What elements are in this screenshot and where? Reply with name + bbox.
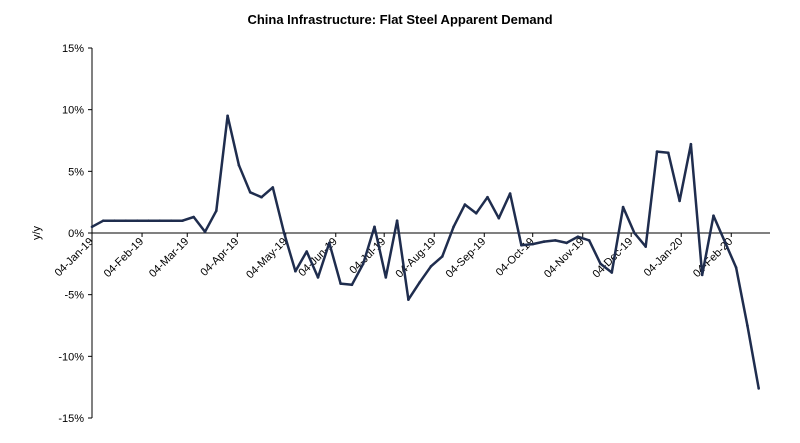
x-tick-label: 04-Sep-19 (444, 236, 489, 281)
data-point (316, 276, 320, 279)
data-point (135, 219, 139, 222)
data-point (486, 195, 489, 199)
data-point (215, 209, 218, 213)
data-point (565, 241, 568, 245)
data-point (441, 255, 444, 258)
data-point (655, 150, 659, 153)
series-group (90, 114, 760, 390)
data-point (203, 230, 207, 234)
chart-title: China Infrastructure: Flat Steel Apparen… (247, 12, 553, 27)
data-point (147, 219, 150, 222)
y-tick-label: -5% (64, 290, 84, 302)
data-point (452, 225, 455, 229)
data-point (384, 276, 388, 279)
x-tick-label: 04-Feb-19 (102, 236, 146, 280)
data-point (610, 271, 614, 274)
data-point (328, 241, 331, 245)
data-point (531, 242, 534, 246)
data-point (554, 239, 557, 242)
data-point (429, 265, 433, 268)
data-point (395, 219, 399, 222)
data-point (260, 195, 263, 199)
data-point (102, 219, 105, 222)
y-axis-ticks: 15% 10% 5% 0% -5% -10% -15% (58, 43, 92, 425)
data-point (169, 219, 173, 222)
data-point (373, 225, 376, 229)
data-point (621, 205, 625, 209)
x-tick-label: 04-Oct-19 (494, 236, 537, 279)
y-tick-label: 5% (68, 166, 84, 178)
data-point (463, 203, 467, 206)
data-point (248, 191, 252, 194)
y-axis-title: y/y (31, 225, 43, 240)
data-point (587, 239, 591, 242)
data-point (271, 186, 275, 189)
data-point (305, 250, 309, 253)
data-point (237, 163, 241, 167)
data-point (407, 298, 410, 301)
data-point (282, 231, 286, 235)
data-point (542, 240, 546, 243)
data-point (734, 266, 738, 269)
data-point (474, 212, 478, 215)
data-point (723, 240, 727, 243)
x-tick-label: 04-Jan-20 (642, 236, 686, 280)
data-point (576, 235, 580, 238)
data-point (746, 324, 749, 327)
data-point (181, 219, 184, 222)
x-tick-label: 04-Mar-19 (147, 236, 191, 280)
data-point (633, 231, 636, 235)
data-point (678, 199, 681, 203)
data-point (226, 114, 229, 118)
y-tick-label: 10% (62, 105, 84, 117)
data-point (90, 225, 94, 229)
y-tick-label: -10% (58, 351, 84, 363)
data-point (124, 219, 128, 222)
data-point (520, 244, 523, 247)
data-point (508, 192, 512, 195)
data-point (497, 216, 501, 220)
data-point (712, 214, 715, 217)
data-point (700, 273, 704, 277)
data-point (689, 142, 693, 146)
data-point (158, 219, 162, 222)
data-point (339, 282, 342, 285)
y-tick-label: 15% (62, 43, 84, 55)
data-point (757, 387, 760, 390)
data-point (113, 219, 116, 222)
x-tick-label: 04-Apr-19 (198, 236, 241, 279)
data-point (294, 269, 297, 273)
x-tick-label: 04-Jan-19 (53, 236, 97, 280)
data-point (418, 281, 422, 284)
y-tick-label: 0% (68, 228, 84, 240)
y-tick-label: -15% (58, 413, 84, 425)
data-point (599, 262, 602, 266)
data-point (667, 151, 670, 155)
data-point (350, 283, 354, 287)
series-line (91, 114, 760, 389)
data-point (192, 215, 195, 219)
x-tick-label: 04-May-19 (244, 236, 290, 282)
data-point (361, 262, 365, 266)
x-tick-label: 04-Feb-20 (691, 236, 735, 280)
data-point (644, 245, 647, 248)
